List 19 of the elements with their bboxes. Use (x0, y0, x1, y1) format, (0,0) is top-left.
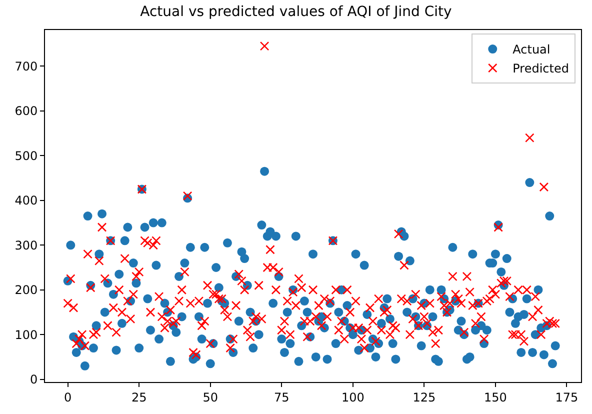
y-tick-label: 200 (14, 283, 38, 298)
y-tick-label: 400 (14, 194, 38, 208)
y-tick-label: 100 (14, 328, 38, 342)
x-tick-label: 100 (341, 390, 364, 404)
y-tick-label: 700 (14, 59, 38, 74)
legend-label: Actual (512, 42, 550, 57)
y-tick-label: 300 (14, 238, 38, 252)
x-tick-label: 25 (131, 390, 147, 404)
legend-label: Predicted (512, 62, 569, 76)
y-tick-label: 600 (14, 104, 38, 118)
x-tick-label: 150 (484, 390, 507, 404)
chart-title: Actual vs predicted values of AQI of Jind City (140, 4, 452, 20)
y-tick-label: 0 (30, 372, 38, 387)
x-tick-label: 0 (64, 390, 72, 404)
x-tick-label: 50 (202, 390, 218, 404)
x-tick-label: 75 (274, 390, 290, 404)
y-tick-label: 500 (14, 148, 38, 163)
x-tick-label: 175 (555, 390, 578, 404)
x-tick-label: 125 (412, 390, 436, 404)
